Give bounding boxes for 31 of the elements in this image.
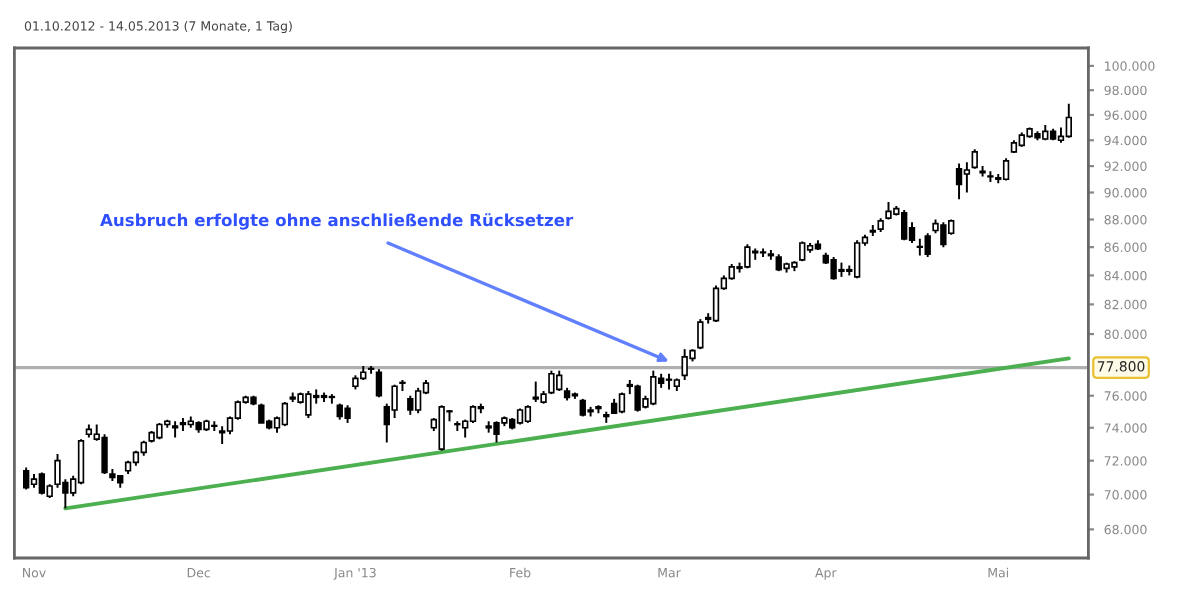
candlestick	[375, 368, 383, 399]
candlestick	[681, 348, 688, 381]
candlestick	[1002, 157, 1010, 182]
candlestick	[101, 433, 108, 476]
candlestick	[963, 161, 971, 194]
candlestick	[438, 404, 445, 452]
candlestick	[987, 170, 994, 183]
annotation: Ausbruch erfolgte ohne anschließende Rücksetzer	[100, 213, 574, 230]
candlestick	[1065, 102, 1072, 139]
candlestick	[955, 162, 963, 201]
candlestick	[853, 239, 861, 280]
candlestick	[971, 148, 978, 170]
candlestick	[281, 401, 289, 428]
candlestick	[634, 383, 641, 413]
candlestick	[548, 369, 555, 396]
candlestick	[830, 256, 837, 281]
candlestick	[532, 380, 539, 404]
candlestick	[924, 232, 931, 258]
candlestick	[414, 386, 422, 415]
candlestick	[712, 284, 720, 324]
candlestick	[493, 420, 500, 444]
candlestick	[900, 209, 908, 242]
candlestick	[407, 394, 414, 416]
candlestick	[697, 318, 704, 351]
candlestick	[650, 369, 657, 407]
candlestick	[916, 237, 924, 257]
candlestick	[940, 221, 947, 249]
candlestick	[556, 369, 563, 392]
candlestick	[77, 438, 85, 486]
candlestick	[305, 390, 312, 420]
candlestick	[38, 471, 46, 496]
